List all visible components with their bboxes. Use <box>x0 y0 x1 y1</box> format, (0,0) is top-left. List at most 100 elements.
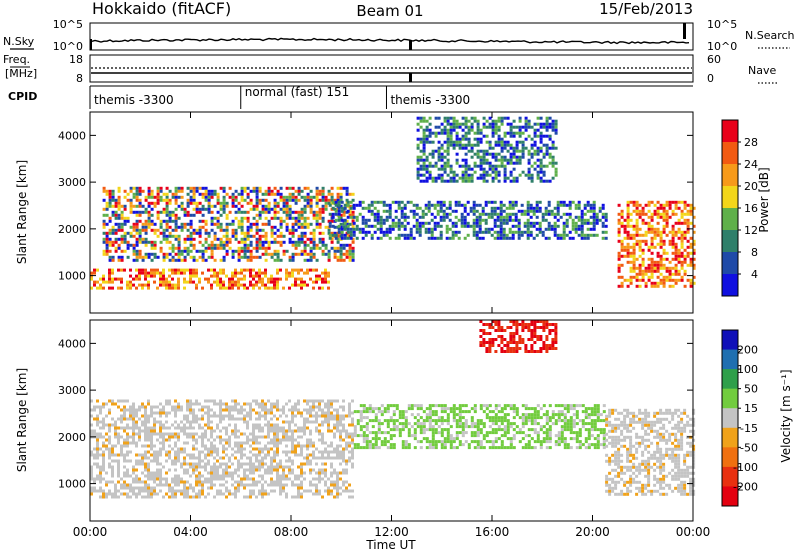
heatmap-cell <box>243 402 246 406</box>
heatmap-cell <box>442 218 446 222</box>
heatmap-cell <box>231 274 234 278</box>
heatmap-cell <box>258 465 261 469</box>
heatmap-cell <box>683 230 687 234</box>
heatmap-cell <box>562 221 566 225</box>
heatmap-cell <box>503 164 507 168</box>
heatmap-cell <box>422 173 426 177</box>
heatmap-cell <box>342 438 345 442</box>
heatmap-cell <box>252 429 255 433</box>
heatmap-cell <box>291 459 294 463</box>
heatmap-cell <box>93 453 96 457</box>
heatmap-cell <box>141 495 144 499</box>
heatmap-cell <box>367 224 371 228</box>
heatmap-cell <box>243 453 246 457</box>
heatmap-cell <box>589 227 593 231</box>
heatmap-cell <box>204 192 208 196</box>
heatmap-cell <box>635 233 639 237</box>
heatmap-cell <box>159 423 162 427</box>
heatmap-cell <box>189 213 193 217</box>
heatmap-cell <box>361 215 365 219</box>
heatmap-cell <box>425 413 429 417</box>
heatmap-cell <box>502 227 506 231</box>
heatmap-cell <box>388 227 392 231</box>
heatmap-cell <box>126 441 129 445</box>
heatmap-cell <box>153 459 156 463</box>
heatmap-cell <box>240 417 243 421</box>
heatmap-cell <box>246 462 249 466</box>
heatmap-cell <box>345 249 349 253</box>
heatmap-cell <box>368 440 372 444</box>
heatmap-cell <box>207 411 210 415</box>
heatmap-cell <box>455 143 459 147</box>
heatmap-cell <box>385 215 389 219</box>
heatmap-cell <box>351 255 355 259</box>
heatmap-cell <box>330 411 333 415</box>
heatmap-cell <box>617 275 621 279</box>
heatmap-cell <box>303 426 306 430</box>
heatmap-cell <box>126 219 130 223</box>
heatmap-cell <box>403 203 407 207</box>
heatmap-cell <box>306 237 310 241</box>
heatmap-cell <box>189 277 192 281</box>
heatmap-cell <box>288 255 292 259</box>
heatmap-cell <box>261 408 264 412</box>
heatmap-cell <box>554 167 558 171</box>
heatmap-cell <box>291 231 295 235</box>
heatmap-cell <box>156 234 160 238</box>
heatmap-cell <box>379 227 383 231</box>
heatmap-cell <box>273 283 276 287</box>
heatmap-cell <box>340 209 344 213</box>
heatmap-cell <box>111 447 114 451</box>
heatmap-cell <box>135 441 138 445</box>
heatmap-cell <box>279 225 283 229</box>
heatmap-cell <box>141 444 144 448</box>
heatmap-cell <box>484 227 488 231</box>
heatmap-cell <box>482 161 486 165</box>
heatmap-cell <box>443 167 447 171</box>
heatmap-cell <box>635 284 639 288</box>
heatmap-cell <box>659 272 663 276</box>
heatmap-cell <box>144 426 147 430</box>
heatmap-cell <box>665 224 669 228</box>
heatmap-cell <box>114 432 117 436</box>
heatmap-cell <box>488 164 492 168</box>
heatmap-cell <box>183 414 186 418</box>
heatmap-cell <box>509 170 513 174</box>
heatmap-cell <box>358 203 362 207</box>
heatmap-cell <box>422 119 426 123</box>
heatmap-cell <box>279 219 283 223</box>
heatmap-cell <box>249 456 252 460</box>
heatmap-cell <box>180 489 183 493</box>
heatmap-cell <box>318 225 322 229</box>
heatmap-cell <box>138 237 142 241</box>
heatmap-cell <box>99 283 102 287</box>
heatmap-cell <box>668 272 672 276</box>
heatmap-cell <box>503 131 507 135</box>
heatmap-cell <box>192 468 195 472</box>
heatmap-cell <box>635 203 639 207</box>
heatmap-cell <box>306 489 309 493</box>
heatmap-cell <box>249 405 252 409</box>
heatmap-cell <box>102 453 105 457</box>
heatmap-cell <box>198 483 201 487</box>
heatmap-cell <box>494 131 498 135</box>
heatmap-cell <box>303 283 306 287</box>
heatmap-cell <box>234 450 237 454</box>
heatmap-cell <box>276 280 279 284</box>
heatmap-cell <box>345 459 348 463</box>
heatmap-cell <box>120 225 124 229</box>
heatmap-cell <box>336 483 339 487</box>
heatmap-cell <box>351 192 355 196</box>
heatmap-cell <box>111 213 115 217</box>
heatmap-cell <box>315 405 318 409</box>
heatmap-cell <box>138 480 141 484</box>
heatmap-cell <box>303 246 307 250</box>
heatmap-cell <box>198 474 201 478</box>
heatmap-cell <box>123 483 126 487</box>
heatmap-cell <box>129 186 133 190</box>
heatmap-cell <box>237 246 241 250</box>
heatmap-cell <box>291 228 295 232</box>
heatmap-cell <box>351 453 354 457</box>
heatmap-cell <box>449 116 453 120</box>
heatmap-cell <box>210 447 213 451</box>
